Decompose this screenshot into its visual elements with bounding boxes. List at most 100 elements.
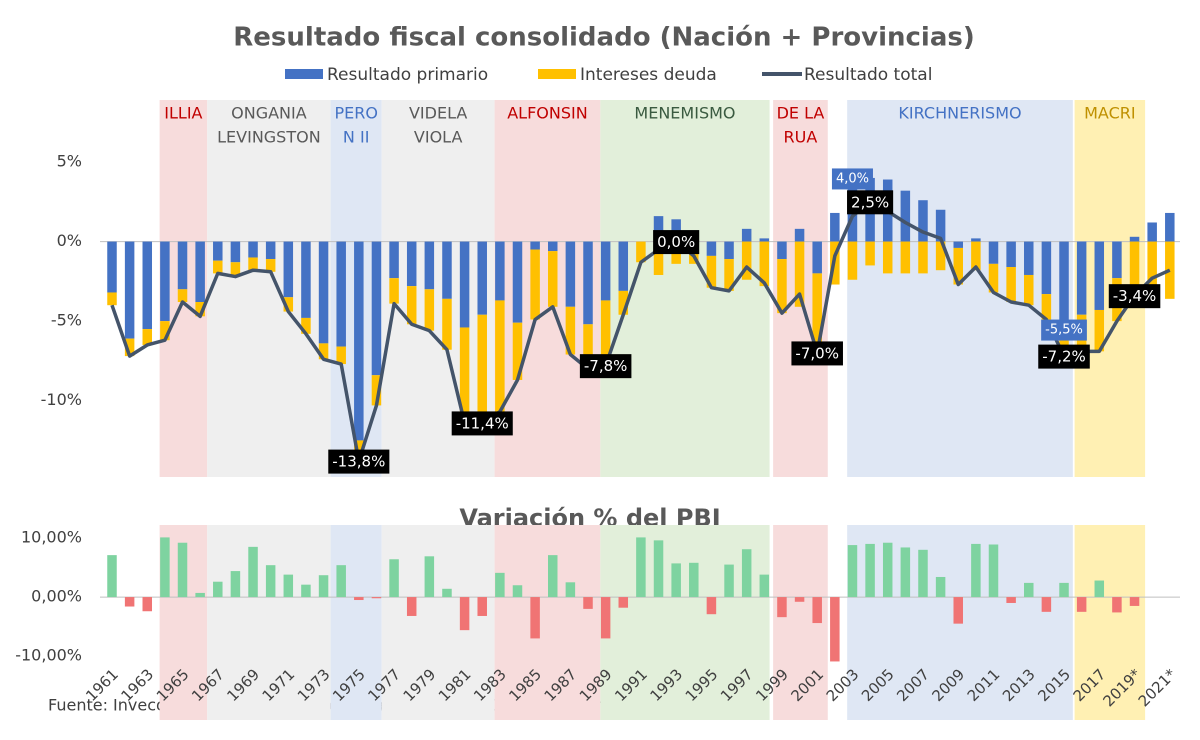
bar [706, 597, 717, 615]
bar [142, 329, 153, 345]
data-label: -7,2% [1042, 348, 1086, 366]
bar [741, 549, 752, 598]
bar [618, 597, 629, 608]
data-label: -3,4% [1113, 287, 1157, 305]
line [110, 200, 1171, 463]
y-tick-label: -5% [51, 311, 82, 330]
bar [230, 262, 241, 277]
bar [900, 241, 911, 274]
bar [548, 251, 558, 307]
bar [918, 241, 928, 274]
bar [600, 241, 611, 301]
data-label: -11,4% [456, 414, 509, 432]
bar [406, 241, 417, 287]
bar [971, 241, 981, 271]
bar [618, 241, 629, 291]
bar [160, 241, 170, 322]
bar [424, 241, 435, 290]
bar [195, 241, 205, 303]
data-label: 4,0% [836, 171, 869, 186]
period-band [494, 525, 601, 720]
bar [565, 241, 576, 307]
bar [1129, 236, 1140, 242]
data-label-box [1108, 284, 1161, 309]
bar [812, 273, 822, 353]
period-band [1074, 525, 1146, 720]
marks-layer [107, 177, 1175, 662]
bar [777, 259, 787, 314]
bar [371, 375, 382, 406]
bar [935, 209, 946, 242]
bar [177, 241, 188, 290]
bar [1059, 329, 1069, 357]
bar [830, 212, 840, 242]
period-band [600, 100, 770, 477]
bar [741, 241, 752, 280]
legend-label: Intereses deuda [580, 65, 717, 85]
period-label: VIDELA [409, 104, 467, 123]
data-label-box [653, 230, 700, 255]
bar [160, 537, 170, 598]
bar [618, 290, 629, 315]
bar [318, 241, 329, 344]
bar [177, 542, 188, 598]
bar [336, 241, 346, 347]
bar [124, 597, 135, 607]
bar [265, 241, 276, 260]
bar [918, 200, 928, 242]
bar [865, 543, 875, 598]
data-label: -7,0% [795, 344, 839, 362]
bar [759, 574, 770, 598]
bar [1112, 241, 1122, 279]
bar [971, 543, 981, 598]
bar [283, 574, 294, 598]
period-label: MENEMISMO [634, 104, 735, 123]
bar [583, 241, 593, 325]
bar [459, 241, 470, 328]
bar [424, 556, 435, 598]
bar [459, 327, 470, 423]
bar [371, 241, 382, 376]
bar [1006, 267, 1016, 303]
bar [213, 241, 223, 261]
bar [160, 321, 170, 341]
data-label-box [328, 449, 390, 474]
bar [265, 259, 276, 272]
bar [213, 581, 223, 598]
bar [336, 346, 346, 365]
bar [900, 547, 911, 598]
bar [495, 572, 505, 598]
period-band [207, 525, 331, 720]
bar [248, 241, 258, 258]
bar [389, 278, 399, 304]
bar [459, 597, 470, 631]
period-label: RUA [784, 128, 818, 147]
bar [477, 597, 487, 616]
bar [600, 300, 611, 366]
bar [900, 190, 911, 242]
bar [248, 546, 258, 598]
bar [442, 588, 452, 598]
bar [583, 324, 593, 369]
bar [477, 241, 487, 315]
bar [706, 255, 717, 288]
bar [794, 597, 805, 602]
data-label-box [847, 190, 894, 215]
bar [1076, 597, 1087, 612]
bar [1094, 241, 1105, 310]
period-band [847, 100, 1073, 477]
bar [354, 241, 364, 441]
bar [971, 238, 981, 242]
bar [1006, 241, 1016, 268]
bar [1147, 222, 1157, 242]
bar [512, 241, 523, 323]
bar [794, 241, 805, 307]
bar [812, 597, 822, 624]
bar [371, 597, 382, 599]
bar [265, 565, 276, 598]
bar [988, 241, 999, 264]
bar [230, 571, 241, 598]
bar [565, 582, 576, 598]
bar [213, 260, 223, 274]
data-label-box [831, 168, 873, 190]
